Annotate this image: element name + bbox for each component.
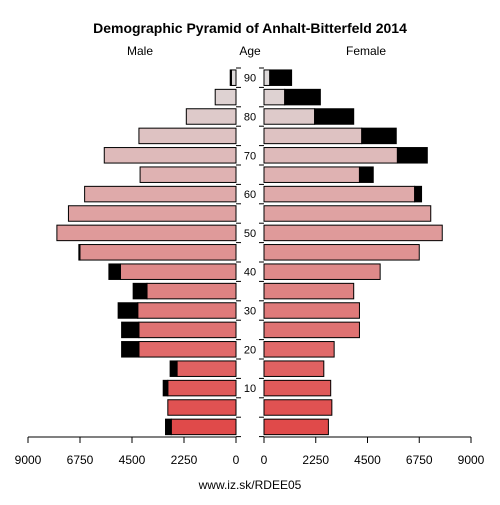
male-foreign-bar-40-44 <box>108 263 121 280</box>
female-foreign-bar-65-69 <box>358 166 374 183</box>
male-x-tick-label: 2250 <box>171 453 198 467</box>
female-bar-50-54 <box>263 224 443 242</box>
female-bar-55-59 <box>263 205 432 222</box>
male-foreign-bar-90+ <box>229 69 232 86</box>
female-bar-35-39 <box>263 282 355 300</box>
male-foreign-bar-25-29 <box>121 321 140 339</box>
age-tick-label: 10 <box>244 383 256 395</box>
female-x-tick-label: 6750 <box>406 453 433 467</box>
male-bar-85-89 <box>214 88 237 106</box>
male-bar-55-59 <box>67 205 237 222</box>
female-foreign-bar-75-79 <box>361 127 397 145</box>
female-x-tick-label: 0 <box>261 453 268 467</box>
female-bar-80-84 <box>263 108 316 125</box>
male-foreign-bar-15-19 <box>169 360 178 377</box>
male-bar-75-79 <box>138 127 237 145</box>
female-bar-30-34 <box>263 302 360 319</box>
female-bar-70-74 <box>263 147 398 164</box>
female-bar-5-9 <box>263 399 333 416</box>
male-foreign-bar-30-34 <box>117 302 139 319</box>
male-bar-60-64 <box>84 185 237 203</box>
axes-layer: 10 20 30 40 50 60 70 80 90 9000 6750 4500 2250 0 0 2250… <box>15 67 485 467</box>
chart-title: Demographic Pyramid of Anhalt-Bitterfeld… <box>93 20 407 36</box>
female-bar-60-64 <box>263 185 416 203</box>
female-bar-15-19 <box>263 360 325 377</box>
age-tick-label: 30 <box>244 306 256 318</box>
male-foreign-bar-45-49 <box>78 244 81 261</box>
male-bar-40-44 <box>119 263 237 280</box>
female-foreign-bar-80-84 <box>314 108 355 125</box>
male-bar-70-74 <box>103 147 237 164</box>
female-bar-40-44 <box>263 263 381 280</box>
male-bar-30-34 <box>137 302 237 319</box>
male-bar-5-9 <box>167 399 237 416</box>
age-tick-label: 60 <box>244 189 256 201</box>
age-tick-label: 20 <box>244 344 256 356</box>
age-tick-label: 80 <box>244 112 256 124</box>
age-tick-label: 90 <box>244 73 256 85</box>
male-x-tick-label: 9000 <box>15 453 42 467</box>
female-bar-85-89 <box>263 88 286 106</box>
female-bar-20-24 <box>263 341 335 358</box>
female-label: Female <box>346 44 386 58</box>
female-bar-0-4 <box>263 418 329 436</box>
male-label: Male <box>127 44 153 58</box>
female-bar-25-29 <box>263 321 360 339</box>
footer-source: www.iz.sk/RDEE05 <box>198 478 302 492</box>
female-bar-65-69 <box>263 166 360 183</box>
male-bar-90+ <box>230 69 237 86</box>
male-bar-45-49 <box>79 244 237 261</box>
male-bar-20-24 <box>138 341 237 358</box>
female-x-tick-label: 2250 <box>302 453 329 467</box>
male-bar-15-19 <box>176 360 237 377</box>
male-x-tick-label: 0 <box>233 453 240 467</box>
female-foreign-bar-85-89 <box>284 88 321 106</box>
female-bar-90+ <box>263 69 271 86</box>
male-x-tick-label: 6750 <box>67 453 94 467</box>
male-bar-50-54 <box>56 224 237 242</box>
male-foreign-bar-35-39 <box>132 282 148 300</box>
male-bar-80-84 <box>185 108 237 125</box>
male-foreign-bar-10-14 <box>162 379 169 397</box>
female-foreign-bar-90+ <box>269 69 293 86</box>
bars-layer <box>56 69 443 436</box>
female-foreign-bar-60-64 <box>414 185 423 203</box>
age-tick-label: 50 <box>244 228 256 240</box>
female-bar-75-79 <box>263 127 363 145</box>
female-bar-45-49 <box>263 244 420 261</box>
age-tick-label: 70 <box>244 150 256 162</box>
female-x-tick-label: 9000 <box>458 453 485 467</box>
male-bar-10-14 <box>167 379 237 397</box>
male-bar-35-39 <box>146 282 237 300</box>
age-label: Age <box>239 44 261 58</box>
male-bar-0-4 <box>170 418 237 436</box>
female-bar-10-14 <box>263 379 332 397</box>
female-foreign-bar-70-74 <box>396 147 428 164</box>
male-bar-25-29 <box>138 321 237 339</box>
male-foreign-bar-20-24 <box>121 341 140 358</box>
age-tick-label: 40 <box>244 267 256 279</box>
male-x-tick-label: 4500 <box>119 453 146 467</box>
female-x-tick-label: 4500 <box>354 453 381 467</box>
male-foreign-bar-0-4 <box>165 418 172 436</box>
male-bar-65-69 <box>139 166 237 183</box>
